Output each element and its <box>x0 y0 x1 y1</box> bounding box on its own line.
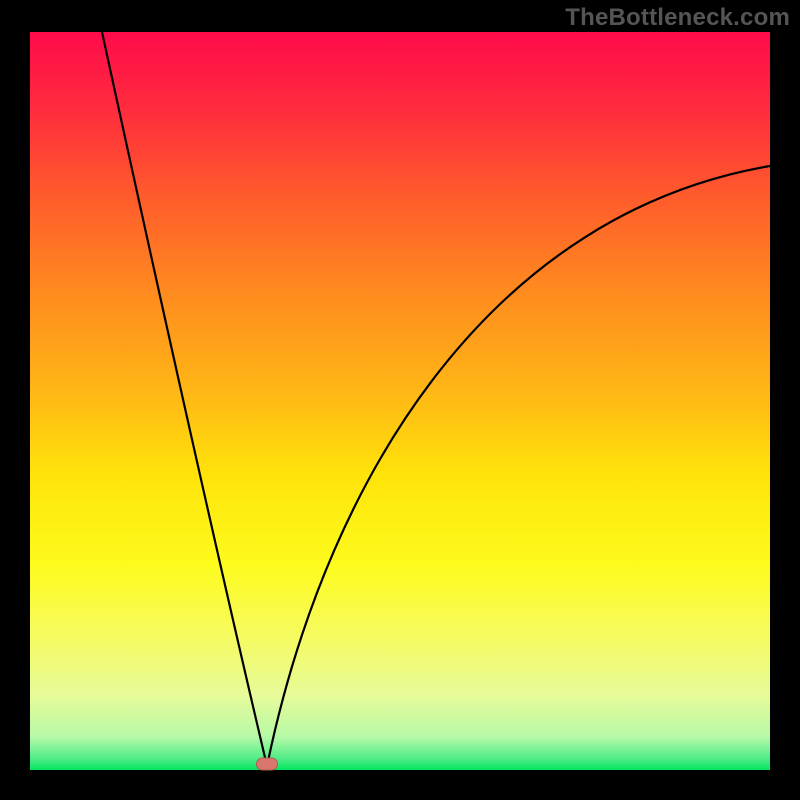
figure-root: TheBottleneck.com <box>0 0 800 800</box>
plot-background <box>30 32 770 770</box>
watermark-text: TheBottleneck.com <box>565 4 790 32</box>
plot-svg <box>0 0 800 800</box>
optimal-point-marker <box>256 758 278 771</box>
